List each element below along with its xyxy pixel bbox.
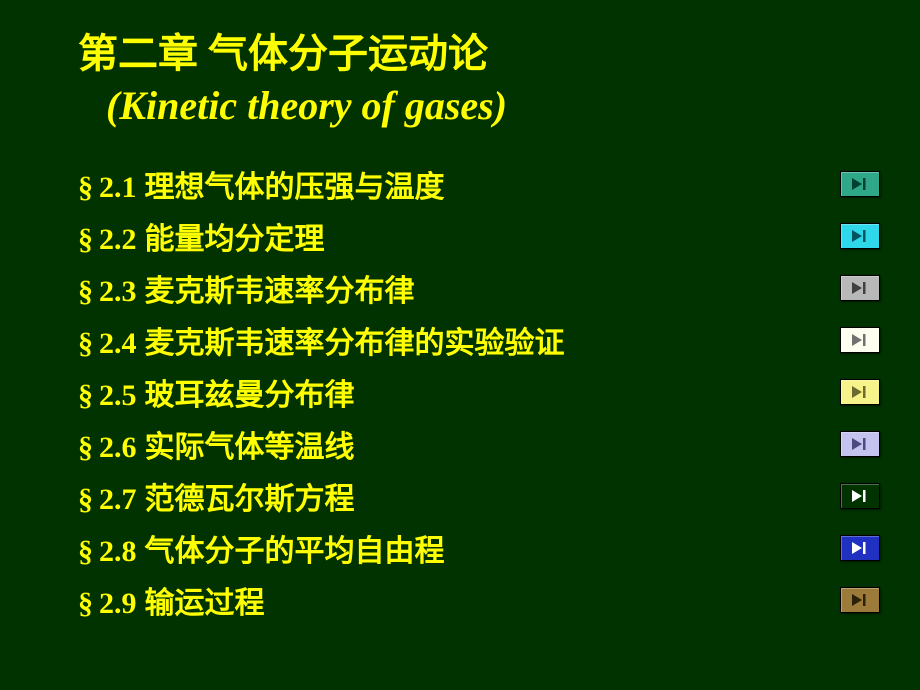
section-row-2-1: § 2.1 理想气体的压强与温度 bbox=[78, 158, 900, 210]
section-row-2-5: § 2.5 玻耳兹曼分布律 bbox=[78, 366, 900, 418]
title-block: 第二章 气体分子运动论 (Kinetic theory of gases) bbox=[78, 28, 920, 132]
section-text: 理想气体的压强与温度 bbox=[145, 162, 445, 206]
section-text: 能量均分定理 bbox=[145, 214, 325, 258]
section-symbol: § bbox=[78, 587, 93, 621]
next-icon bbox=[848, 435, 872, 453]
section-symbol: § bbox=[78, 171, 93, 205]
section-text: 实际气体等温线 bbox=[145, 422, 355, 466]
section-number: 2.4 bbox=[99, 327, 137, 361]
section-symbol: § bbox=[78, 275, 93, 309]
section-label: § 2.9 输运过程 bbox=[78, 578, 265, 622]
next-icon bbox=[848, 539, 872, 557]
chapter-title-cn: 第二章 气体分子运动论 bbox=[78, 28, 920, 80]
section-symbol: § bbox=[78, 327, 93, 361]
nav-button-2-7[interactable] bbox=[840, 483, 880, 509]
section-label: § 2.3 麦克斯韦速率分布律 bbox=[78, 266, 415, 310]
section-text: 玻耳兹曼分布律 bbox=[145, 370, 355, 414]
chapter-title-en: (Kinetic theory of gases) bbox=[106, 80, 920, 132]
section-symbol: § bbox=[78, 535, 93, 569]
section-symbol: § bbox=[78, 431, 93, 465]
section-number: 2.7 bbox=[99, 483, 137, 517]
nav-button-2-3[interactable] bbox=[840, 275, 880, 301]
next-icon bbox=[848, 279, 872, 297]
next-icon bbox=[848, 383, 872, 401]
section-number: 2.2 bbox=[99, 223, 137, 257]
section-label: § 2.5 玻耳兹曼分布律 bbox=[78, 370, 355, 414]
section-row-2-6: § 2.6 实际气体等温线 bbox=[78, 418, 900, 470]
slide-container: 第二章 气体分子运动论 (Kinetic theory of gases) § … bbox=[0, 0, 920, 690]
section-text: 麦克斯韦速率分布律 bbox=[145, 266, 415, 310]
section-text: 麦克斯韦速率分布律的实验验证 bbox=[145, 318, 565, 362]
section-number: 2.8 bbox=[99, 535, 137, 569]
next-icon bbox=[848, 175, 872, 193]
section-number: 2.5 bbox=[99, 379, 137, 413]
section-row-2-7: § 2.7 范德瓦尔斯方程 bbox=[78, 470, 900, 522]
section-text: 输运过程 bbox=[145, 578, 265, 622]
section-label: § 2.1 理想气体的压强与温度 bbox=[78, 162, 445, 206]
section-text: 气体分子的平均自由程 bbox=[145, 526, 445, 570]
section-row-2-8: § 2.8 气体分子的平均自由程 bbox=[78, 522, 900, 574]
section-number: 2.6 bbox=[99, 431, 137, 465]
section-number: 2.1 bbox=[99, 171, 137, 205]
section-symbol: § bbox=[78, 223, 93, 257]
section-label: § 2.4 麦克斯韦速率分布律的实验验证 bbox=[78, 318, 565, 362]
nav-button-2-5[interactable] bbox=[840, 379, 880, 405]
section-symbol: § bbox=[78, 483, 93, 517]
section-label: § 2.6 实际气体等温线 bbox=[78, 422, 355, 466]
section-row-2-2: § 2.2 能量均分定理 bbox=[78, 210, 900, 262]
section-row-2-4: § 2.4 麦克斯韦速率分布律的实验验证 bbox=[78, 314, 900, 366]
section-number: 2.3 bbox=[99, 275, 137, 309]
next-icon bbox=[848, 591, 872, 609]
nav-button-2-2[interactable] bbox=[840, 223, 880, 249]
nav-button-2-4[interactable] bbox=[840, 327, 880, 353]
nav-button-2-6[interactable] bbox=[840, 431, 880, 457]
nav-button-2-8[interactable] bbox=[840, 535, 880, 561]
next-icon bbox=[848, 227, 872, 245]
nav-button-2-9[interactable] bbox=[840, 587, 880, 613]
section-symbol: § bbox=[78, 379, 93, 413]
section-text: 范德瓦尔斯方程 bbox=[145, 474, 355, 518]
next-icon bbox=[848, 487, 872, 505]
section-number: 2.9 bbox=[99, 587, 137, 621]
section-row-2-3: § 2.3 麦克斯韦速率分布律 bbox=[78, 262, 900, 314]
nav-button-2-1[interactable] bbox=[840, 171, 880, 197]
section-label: § 2.8 气体分子的平均自由程 bbox=[78, 526, 445, 570]
next-icon bbox=[848, 331, 872, 349]
section-row-2-9: § 2.9 输运过程 bbox=[78, 574, 900, 626]
section-label: § 2.2 能量均分定理 bbox=[78, 214, 325, 258]
section-label: § 2.7 范德瓦尔斯方程 bbox=[78, 474, 355, 518]
section-list: § 2.1 理想气体的压强与温度 § 2.2 能量均分定理 bbox=[78, 158, 920, 626]
